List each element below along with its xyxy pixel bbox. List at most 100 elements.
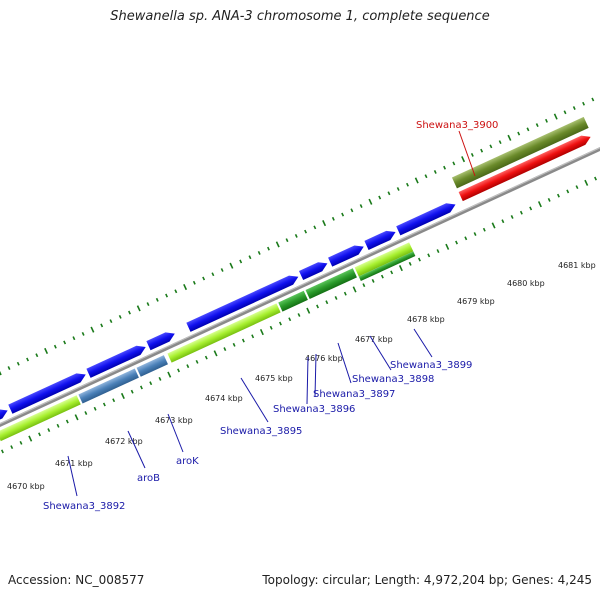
minor-tick: [19, 440, 23, 445]
major-tick: [445, 243, 450, 250]
minor-tick: [563, 110, 567, 115]
minor-tick: [26, 357, 30, 362]
major-tick: [507, 134, 512, 141]
scale-label: 4677 kbp: [355, 335, 393, 344]
gene-label: Shewana3_3899: [390, 360, 472, 371]
minor-tick: [93, 406, 97, 411]
scale-label: 4673 kbp: [155, 416, 193, 425]
minor-tick: [38, 432, 41, 437]
minor-tick: [220, 268, 224, 272]
minor-tick: [501, 219, 505, 224]
minor-tick: [510, 215, 514, 219]
major-tick: [414, 177, 419, 184]
minor-tick: [526, 127, 530, 132]
major-tick: [44, 347, 49, 355]
minor-tick: [102, 402, 106, 407]
accession-label: Accession: NC_008577: [8, 573, 145, 587]
minor-tick: [547, 197, 551, 202]
minor-tick: [371, 278, 375, 283]
gene-arok: [136, 355, 168, 377]
minor-tick: [473, 232, 477, 236]
minor-tick: [489, 144, 493, 149]
minor-tick: [177, 368, 180, 373]
major-tick: [28, 435, 33, 442]
gene-arob: [78, 368, 139, 404]
gene-forward: [328, 245, 364, 267]
minor-tick: [285, 238, 289, 243]
major-tick: [259, 328, 264, 336]
gene-shewana3-3900-product: [451, 116, 589, 189]
minor-tick: [334, 296, 338, 300]
sequence-summary: Topology: circular; Length: 4,972,204 bp…: [262, 573, 592, 587]
minor-tick: [362, 283, 366, 288]
leader-line: [306, 356, 309, 405]
minor-tick: [294, 233, 298, 238]
major-tick: [90, 326, 95, 333]
minor-tick: [341, 212, 345, 217]
major-tick: [213, 350, 218, 357]
gene-label: Shewana3_3900: [416, 120, 498, 131]
minor-tick: [251, 334, 255, 339]
minor-tick: [325, 300, 329, 305]
minor-tick: [186, 364, 190, 369]
minor-tick: [278, 321, 282, 326]
minor-tick: [455, 240, 458, 245]
minor-tick: [304, 229, 308, 234]
gene-shewana3-3898: [354, 242, 414, 277]
minor-tick: [566, 189, 570, 194]
minor-tick: [130, 389, 134, 394]
minor-tick: [16, 361, 20, 366]
major-tick: [229, 262, 234, 269]
gene-label-leaders: [67, 130, 476, 497]
minor-tick: [359, 204, 363, 208]
minor-tick: [288, 317, 292, 322]
leader-line: [314, 353, 317, 398]
map-title: Shewanella sp. ANA-3 chromosome 1, compl…: [110, 9, 490, 24]
scale-label: 4670 kbp: [7, 482, 45, 491]
minor-tick: [436, 249, 440, 253]
major-tick: [136, 305, 141, 312]
gene-label: Shewana3_3897: [313, 389, 395, 400]
gene-shewana3-3900-cds: [458, 135, 591, 202]
scale-label: 4680 kbp: [507, 279, 545, 288]
minor-tick: [519, 210, 523, 215]
major-tick: [167, 371, 172, 378]
scale-label: 4678 kbp: [407, 315, 445, 324]
minor-tick: [480, 148, 484, 153]
minor-tick: [65, 419, 69, 424]
minor-tick: [464, 236, 468, 241]
minor-tick: [56, 423, 60, 428]
major-tick: [322, 220, 327, 227]
minor-tick: [7, 366, 11, 370]
major-tick: [352, 286, 357, 293]
leader-line: [240, 377, 269, 423]
minor-tick: [350, 208, 354, 213]
minor-tick: [165, 293, 169, 298]
minor-tick: [424, 174, 428, 179]
minor-tick: [223, 347, 227, 352]
minor-tick: [470, 152, 474, 157]
minor-tick: [396, 187, 400, 191]
major-tick: [368, 198, 373, 205]
minor-tick: [313, 225, 317, 230]
minor-tick: [380, 274, 384, 279]
chromosome-backbone-highlight: [0, 122, 600, 442]
minor-tick: [202, 276, 206, 281]
major-tick: [461, 156, 466, 163]
scale-label: 4676 kbp: [305, 354, 343, 363]
minor-tick: [433, 170, 437, 174]
minor-tick: [378, 195, 382, 200]
major-tick: [120, 392, 125, 400]
gene-label: aroK: [176, 456, 199, 467]
gene-label: Shewana3_3896: [273, 404, 355, 415]
minor-tick: [112, 398, 116, 403]
major-tick: [74, 414, 79, 421]
minor-tick: [158, 377, 162, 381]
minor-tick: [155, 297, 159, 302]
minor-tick: [139, 385, 143, 390]
minor-tick: [84, 411, 88, 415]
minor-tick: [195, 359, 199, 364]
major-tick: [553, 113, 558, 120]
minor-tick: [316, 304, 319, 309]
